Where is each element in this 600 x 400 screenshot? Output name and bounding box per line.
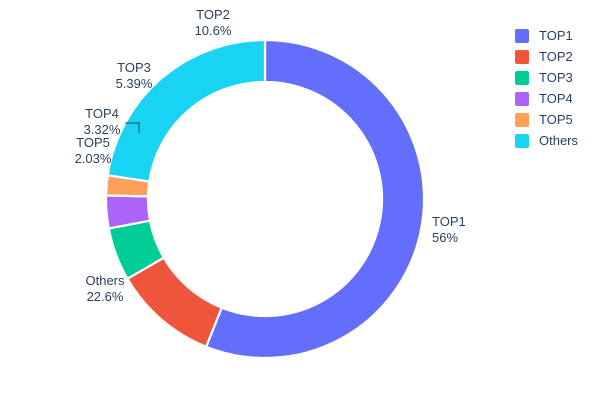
legend-swatch-icon [515,50,529,64]
legend-swatch-icon [515,29,529,43]
slice-label-top1: TOP1 56% [432,214,466,245]
slice-label-name: TOP5 [76,135,110,150]
leader-line-group [125,122,140,133]
legend-swatch-icon [515,71,529,85]
legend-item-top4[interactable]: TOP4 [515,91,578,107]
slice-label-percent: 3.32% [84,122,121,137]
legend-item-label: TOP1 [539,28,573,43]
legend-item-label: TOP2 [539,49,573,64]
slice-label-name: Others [85,273,125,288]
slice-label-top4: TOP4 3.32% [84,106,121,137]
slice-label-others: Others 22.6% [85,273,125,304]
legend-item-label: Others [539,133,579,148]
slice-label-name: TOP3 [117,60,151,75]
slice-label-name: TOP4 [85,106,119,121]
slice-label-top3: TOP3 5.39% [116,60,153,91]
pie-slice-others[interactable] [106,38,267,183]
slice-label-percent: 2.03% [75,151,112,166]
legend-swatch-icon [515,134,529,148]
pie-slice-top1[interactable] [205,38,426,360]
legend-item-top5[interactable]: TOP5 [515,112,578,128]
legend-swatch-icon [515,92,529,106]
legend-item-top3[interactable]: TOP3 [515,70,578,86]
slice-label-percent: 56% [432,230,458,245]
top4-leader-line [125,122,140,133]
legend-item-label: TOP3 [539,70,573,85]
slice-label-top5: TOP5 2.03% [75,135,112,166]
slice-label-group: TOP1 56% TOP2 10.6% TOP3 5.39% TOP4 3.32%TOP5 2.… [75,7,466,304]
legend-item-label: TOP4 [539,91,573,106]
chart-legend[interactable]: TOP1 TOP2 TOP3 TOP4 TOP5 Others [515,28,578,149]
legend-swatch-icon [515,113,529,127]
slice-group [104,38,426,360]
legend-item-others[interactable]: Others [515,133,578,149]
legend-item-top2[interactable]: TOP2 [515,49,578,65]
legend-item-top1[interactable]: TOP1 [515,28,578,44]
slice-label-percent: 10.6% [195,23,232,38]
slice-label-name: TOP2 [196,7,230,22]
slice-label-percent: 5.39% [116,76,153,91]
slice-label-name: TOP1 [432,214,466,229]
slice-label-top2: TOP2 10.6% [195,7,232,38]
legend-item-label: TOP5 [539,112,573,127]
slice-label-percent: 22.6% [87,289,124,304]
